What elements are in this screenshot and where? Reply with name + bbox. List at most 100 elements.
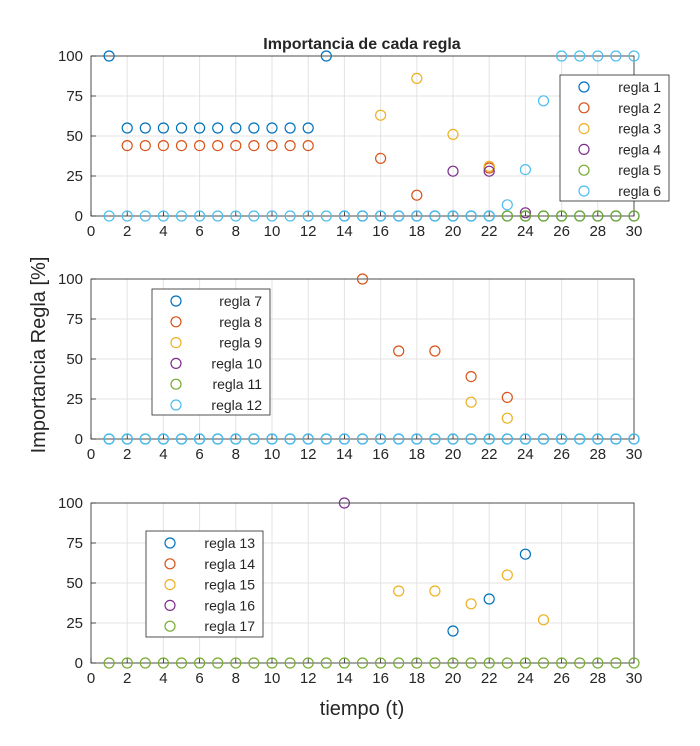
x-tick-label: 26 [553, 223, 570, 240]
data-point [175, 122, 188, 134]
data-point [139, 657, 151, 669]
data-point [465, 210, 477, 222]
data-point [356, 433, 369, 445]
legend-box [151, 288, 271, 416]
data-point [157, 122, 169, 134]
data-point [465, 657, 477, 669]
data-point [157, 657, 169, 669]
data-point [501, 210, 513, 222]
data-point [103, 433, 115, 445]
x-tick-label: 12 [300, 446, 317, 463]
legend-marker [170, 295, 182, 307]
data-point [284, 657, 296, 669]
data-point [628, 50, 640, 62]
x-tick-label: 6 [195, 446, 203, 463]
data-point [121, 140, 133, 152]
data-point [411, 72, 423, 85]
data-point [574, 433, 586, 445]
data-point [628, 657, 640, 669]
legend-marker [578, 185, 590, 197]
data-point [139, 433, 151, 445]
y-tick-label: 75 [66, 88, 83, 105]
data-point [483, 593, 495, 605]
data-point [175, 433, 188, 445]
legend-marker [164, 537, 176, 549]
legend-marker [170, 399, 182, 411]
legend-entry: regla 1 [618, 79, 661, 95]
legend: regla 1 regla 2 regla 3 regla 4 regla 5 regla… [559, 74, 670, 202]
data-point [447, 433, 459, 445]
data-point [356, 273, 369, 285]
data-point [465, 371, 477, 383]
data-point [266, 122, 278, 134]
data-point [483, 433, 495, 445]
data-point [320, 433, 332, 445]
data-point [393, 433, 405, 445]
legend-marker [164, 578, 176, 591]
data-point [610, 433, 622, 445]
data-point [194, 210, 206, 222]
data-point [429, 210, 441, 222]
data-point [574, 210, 586, 222]
legend: regla 13 regla 14 regla 15 regla 16 regla 17 [145, 530, 264, 638]
data-point [212, 140, 224, 152]
data-point [103, 657, 115, 669]
x-tick-label: 2 [123, 223, 131, 240]
legend-marker [578, 102, 590, 114]
x-tick-label: 14 [336, 446, 353, 463]
data-point [429, 345, 441, 357]
data-point [212, 433, 224, 445]
legend-marker [164, 558, 176, 570]
data-point [230, 140, 242, 152]
x-tick-label: 22 [481, 446, 498, 463]
legend-entry: regla 16 [204, 597, 255, 613]
y-tick-label: 50 [66, 575, 83, 592]
series-regla-8 [356, 273, 513, 403]
x-tick-label: 20 [445, 670, 462, 687]
data-point [555, 657, 568, 669]
data-point [320, 50, 332, 62]
x-tick-label: 10 [264, 670, 281, 687]
legend-entry: regla 6 [618, 183, 661, 199]
series-regla-2 [121, 140, 495, 201]
data-point [519, 657, 532, 669]
x-tick-label: 8 [232, 223, 240, 240]
x-tick-label: 0 [87, 446, 95, 463]
data-point [592, 210, 604, 222]
data-point [194, 122, 206, 134]
data-point [483, 210, 495, 222]
legend-marker [170, 378, 182, 390]
data-point [411, 210, 423, 222]
x-tick-label: 12 [300, 670, 317, 687]
subplot-3: 0 2 4 6 8 10 12 14 16 18 20 22 24 26 28 300255075100reg… [58, 495, 642, 687]
x-tick-label: 30 [626, 446, 643, 463]
data-point [628, 210, 640, 222]
x-tick-label: 18 [408, 446, 425, 463]
data-point [121, 433, 133, 445]
data-point [537, 433, 550, 445]
data-point [194, 433, 206, 445]
x-tick-label: 10 [264, 446, 281, 463]
x-tick-label: 18 [408, 223, 425, 240]
legend-marker [170, 357, 182, 369]
x-tick-label: 24 [517, 446, 534, 463]
data-point [338, 657, 350, 669]
data-point [519, 207, 532, 219]
series-regla-15 [393, 569, 550, 626]
x-tick-label: 22 [481, 670, 498, 687]
legend: regla 7 regla 8 regla 9 regla 10 regla 11 reg… [151, 288, 271, 416]
x-tick-label: 20 [445, 446, 462, 463]
legend-entry: regla 7 [219, 293, 262, 309]
data-point [139, 122, 151, 134]
shared-x-axis-label: tiempo (t) [320, 698, 404, 720]
data-point [393, 345, 405, 357]
data-point [175, 210, 188, 222]
x-tick-label: 30 [626, 670, 643, 687]
data-point [393, 657, 405, 669]
data-point [248, 433, 260, 445]
x-tick-label: 30 [626, 223, 643, 240]
data-point [429, 585, 441, 597]
x-tick-label: 10 [264, 223, 281, 240]
legend-entry: regla 15 [204, 577, 255, 593]
x-tick-label: 22 [481, 223, 498, 240]
